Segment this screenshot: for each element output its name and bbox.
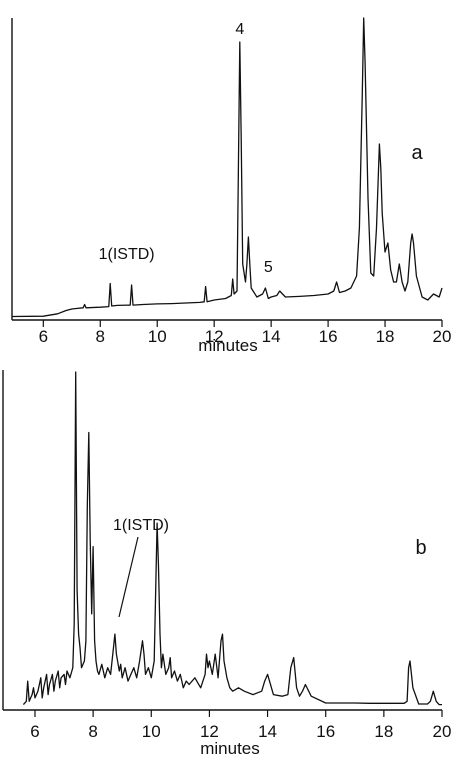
x-tick-label: 16 bbox=[316, 722, 335, 741]
peak-labels: 1(ISTD) bbox=[113, 517, 169, 534]
chart-panel-b: 6 8 10 12 14 16 18 20 1(ISTD) b minutes bbox=[2, 370, 451, 758]
x-tick-label: 18 bbox=[376, 327, 395, 346]
peak-label: 1(ISTD) bbox=[99, 246, 155, 263]
x-tick-label: 20 bbox=[433, 722, 452, 741]
x-tick-label: 14 bbox=[258, 722, 277, 741]
peak-labels: 4 1(ISTD) 5 bbox=[99, 21, 273, 276]
x-tick-label: 20 bbox=[433, 327, 452, 346]
x-ticks bbox=[42, 320, 443, 327]
istd-pointer-line bbox=[118, 536, 139, 618]
peak-label: 4 bbox=[235, 21, 244, 38]
x-tick-label: 8 bbox=[88, 722, 97, 741]
x-tick-label: 10 bbox=[142, 722, 161, 741]
peak-label: 1(ISTD) bbox=[113, 517, 169, 534]
x-axis-label: minutes bbox=[200, 739, 260, 758]
x-tick-label: 18 bbox=[374, 722, 393, 741]
x-axis-label: minutes bbox=[198, 336, 258, 355]
panel-label: a bbox=[411, 142, 423, 164]
x-tick-label: 14 bbox=[262, 327, 281, 346]
x-tick-label: 12 bbox=[200, 722, 219, 741]
chromatogram-trace bbox=[11, 17, 443, 318]
x-tick-labels: 6 8 10 12 14 16 18 20 bbox=[39, 327, 452, 346]
x-tick-labels: 6 8 10 12 14 16 18 20 bbox=[30, 722, 451, 741]
chromatogram-trace bbox=[22, 371, 442, 706]
x-tick-label: 16 bbox=[319, 327, 338, 346]
x-tick-label: 6 bbox=[39, 327, 48, 346]
chart-panel-a: 6 8 10 12 14 16 18 20 4 1(ISTD) 5 a minutes bbox=[11, 17, 452, 355]
x-tick-label: 10 bbox=[148, 327, 167, 346]
x-tick-label: 6 bbox=[30, 722, 39, 741]
x-tick-label: 8 bbox=[96, 327, 105, 346]
peak-label: 5 bbox=[264, 259, 273, 276]
x-ticks bbox=[34, 710, 443, 717]
panel-label: b bbox=[415, 537, 426, 559]
x-tick-label: 12 bbox=[205, 327, 224, 346]
